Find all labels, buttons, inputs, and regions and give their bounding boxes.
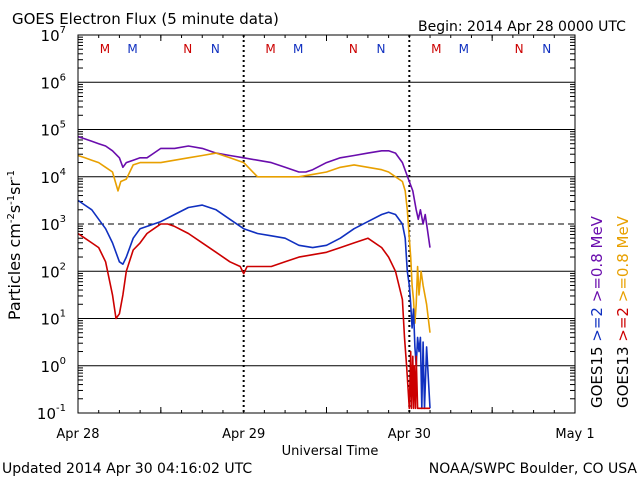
y-tick-label: 10-1 [37,403,66,423]
y-tick-label: 104 [41,167,66,187]
mn-marker: M [100,42,110,56]
legend-goes13-part: GOES13 [614,346,632,408]
series-line-2 [77,152,431,333]
x-tick-label: Apr 29 [222,427,265,442]
x-tick-label: Apr 28 [56,427,99,442]
begin-date: Begin: 2014 Apr 28 0000 UTC [418,19,626,35]
updated-timestamp: Updated 2014 Apr 30 04:16:02 UTC [2,461,252,477]
x-tick-labels: Apr 28 Apr 29 Apr 30 May 1 [56,427,594,442]
mn-marker: N [211,42,220,56]
mn-marker: N [515,42,524,56]
y-tick-label: 100 [41,356,66,376]
plot-frame [77,34,576,414]
y-tick-label: 107 [41,25,66,45]
y-tick-labels: 10-1 100 101 102 103 104 105 106 107 [37,25,66,423]
legend-goes13-part: >=0.8 MeV [614,215,632,307]
y-tick-label: 102 [41,261,66,281]
mn-marker: M [431,42,441,56]
mn-marker: N [377,42,386,56]
y-tick-label: 106 [41,72,66,92]
data-series [77,135,431,410]
mn-marker: N [349,42,358,56]
legend-goes15: GOES15 >=2 >=0.8 MeV [588,215,606,408]
legend-goes15-part: >=2 [588,307,606,346]
legend-goes15-part: GOES15 [588,346,606,408]
y-tick-label: 105 [41,120,66,140]
series-line-1 [77,135,431,248]
y-axis-label-text: Particles cm [5,223,24,320]
mn-marker: N [542,42,551,56]
x-axis-label: Universal Time [282,444,379,459]
legend-goes15-part: >=0.8 MeV [588,215,606,307]
mn-marker: M [265,42,275,56]
x-tick-label: May 1 [555,427,594,442]
mn-marker: N [183,42,192,56]
series-line-4 [77,223,430,410]
mn-marker: M [459,42,469,56]
legend-goes13-part: >=2 [614,307,632,346]
y-axis-label: Particles cm-2s-1sr-1 [5,170,24,320]
credit-text: NOAA/SWPC Boulder, CO USA [429,461,638,477]
x-tick-label: Apr 30 [388,427,431,442]
y-tick-label: 103 [41,214,66,234]
chart-title: GOES Electron Flux (5 minute data) [12,10,279,28]
mn-marker: M [127,42,137,56]
legend-goes13: GOES13 >=2 >=0.8 MeV [614,215,632,408]
y-tick-label: 101 [41,309,66,329]
mn-marker: M [293,42,303,56]
